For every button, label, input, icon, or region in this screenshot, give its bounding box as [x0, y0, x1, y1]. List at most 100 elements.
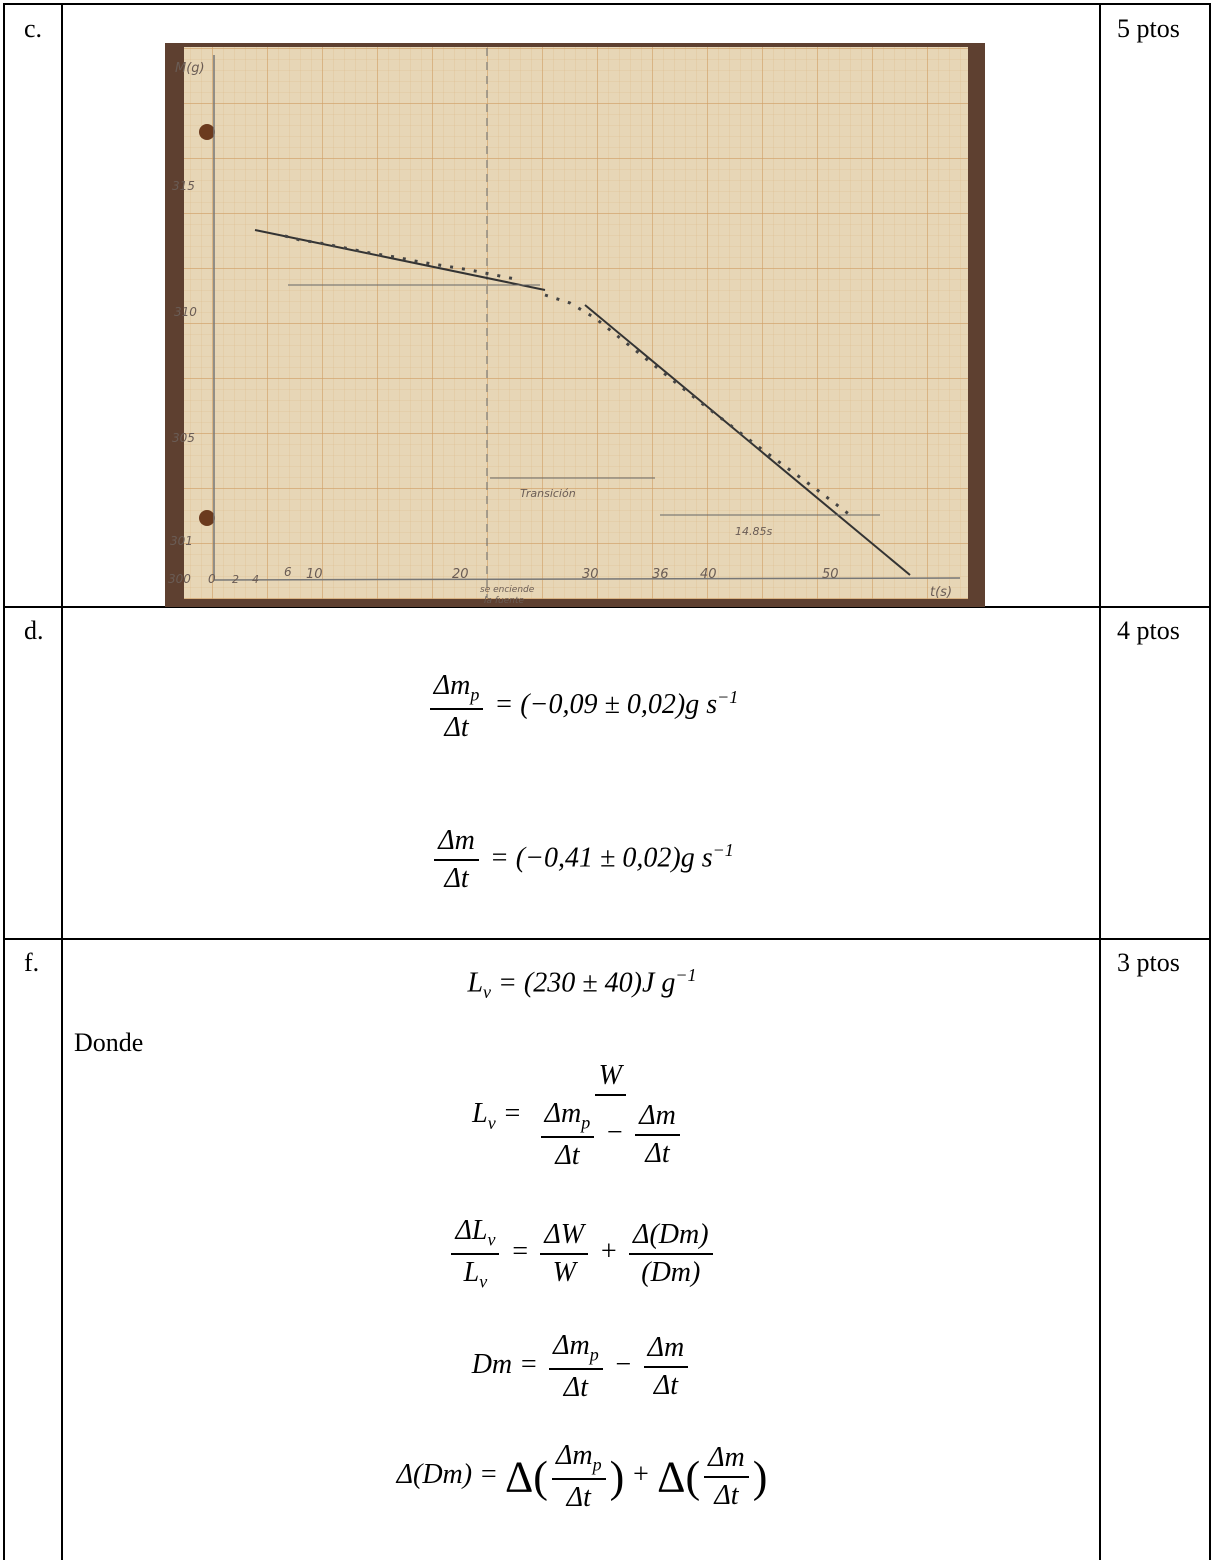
denominator: Δt	[641, 1136, 673, 1170]
x-axis-label: t(s)	[930, 585, 952, 600]
text: Δm	[434, 670, 471, 701]
denominator: Δt	[563, 1480, 595, 1514]
annotation: 14.85s	[735, 525, 772, 538]
text: L	[472, 1098, 488, 1129]
annotation: se enciende	[480, 585, 535, 595]
operator: −	[605, 1117, 624, 1148]
y-tick-label: 310	[174, 305, 197, 319]
denominator: Lv	[460, 1255, 492, 1293]
fraction: ΔmpΔt	[541, 1098, 595, 1172]
x-tick-label: 0	[208, 572, 216, 586]
border	[61, 3, 63, 1560]
numerator: Δmp	[549, 1330, 603, 1370]
superscript: −1	[717, 687, 738, 707]
operator: +	[599, 1236, 618, 1267]
subscript: p	[470, 685, 479, 705]
annotation: la fuente	[484, 596, 525, 606]
text: Δ(Dm)	[397, 1459, 473, 1490]
superscript: −1	[675, 965, 696, 985]
border	[1209, 3, 1211, 1560]
numerator: Δm	[635, 1100, 680, 1136]
y-tick-label: 300	[168, 572, 191, 586]
numerator: Δmp	[541, 1098, 595, 1138]
x-tick-label: 36	[652, 567, 669, 582]
y-tick-label: 305	[172, 431, 195, 445]
points: 4 ptos	[1117, 616, 1180, 646]
subscript: v	[483, 982, 491, 1002]
denominator: Δt	[710, 1478, 742, 1512]
subscript: v	[488, 1113, 496, 1133]
text: =	[519, 1349, 538, 1380]
x-tick-label: 6	[284, 565, 292, 579]
grid-major	[184, 47, 968, 599]
text: Dm	[472, 1349, 512, 1380]
superscript: −1	[713, 840, 734, 860]
subscript: p	[593, 1455, 602, 1475]
subscript: p	[590, 1345, 599, 1365]
binder-hole	[199, 510, 215, 526]
text: = (−0,41 ± 0,02)g s	[490, 842, 713, 873]
denominator: Δt	[551, 1138, 583, 1172]
graph-photo: M(g) 315 310 305 301 300 0 2 4 6 10 20 3…	[165, 43, 985, 607]
border	[3, 3, 5, 1560]
subscript: p	[581, 1113, 590, 1133]
x-tick-label: 50	[822, 567, 839, 582]
text: = (−0,09 ± 0,02)g s	[494, 689, 717, 720]
denominator: Δt	[440, 710, 472, 744]
annotation: Transición	[520, 487, 576, 500]
text: =	[479, 1459, 498, 1490]
border	[3, 3, 1211, 5]
numerator: ΔW	[540, 1219, 588, 1255]
x-tick-label: 20	[452, 567, 469, 582]
bracket: Δ(	[505, 1452, 548, 1501]
x-tick-label: 30	[582, 567, 599, 582]
text: = (230 ± 40)J g	[498, 967, 675, 998]
row-label: d.	[24, 616, 44, 646]
numerator: Δmp	[430, 670, 484, 710]
row-label: f.	[24, 948, 39, 978]
numerator: Δm	[434, 825, 479, 861]
text: ΔL	[455, 1215, 487, 1246]
text: L	[467, 967, 483, 998]
subscript: v	[487, 1230, 495, 1250]
formula: Lv = (230 ± 40)J g−1	[64, 965, 1100, 1003]
numerator: Δm	[644, 1332, 689, 1368]
points: 5 ptos	[1117, 14, 1180, 44]
numerator: ΔLv	[451, 1215, 499, 1255]
page: {"table":{"rows":[ {"label":"c.","points…	[0, 0, 1213, 1560]
fraction: ΔWW	[540, 1219, 588, 1289]
text: =	[503, 1098, 522, 1129]
y-tick-label: 301	[170, 534, 193, 548]
x-tick-label: 10	[306, 567, 323, 582]
numerator: Δmp	[552, 1440, 606, 1480]
border	[1099, 3, 1101, 1560]
bracket: )	[753, 1452, 768, 1501]
text: L	[464, 1257, 480, 1288]
document: c. 5 ptos M(g) 315 310 305 301 300 0 2 4…	[0, 0, 1213, 1560]
fraction: Δ(Dm)(Dm)	[629, 1219, 713, 1289]
numerator: W	[595, 1060, 626, 1096]
x-tick-label: 4	[252, 573, 259, 586]
text: Donde	[74, 1028, 143, 1058]
text: Δm	[553, 1330, 590, 1361]
text: =	[510, 1236, 529, 1267]
denominator: Δt	[560, 1370, 592, 1404]
text: Δm	[556, 1440, 593, 1471]
operator: +	[631, 1459, 650, 1490]
row-label: c.	[24, 14, 42, 44]
denominator: Δt	[650, 1368, 682, 1402]
fraction: W ΔmpΔt − ΔmΔt	[533, 1060, 688, 1172]
y-axis-label: M(g)	[175, 61, 205, 76]
